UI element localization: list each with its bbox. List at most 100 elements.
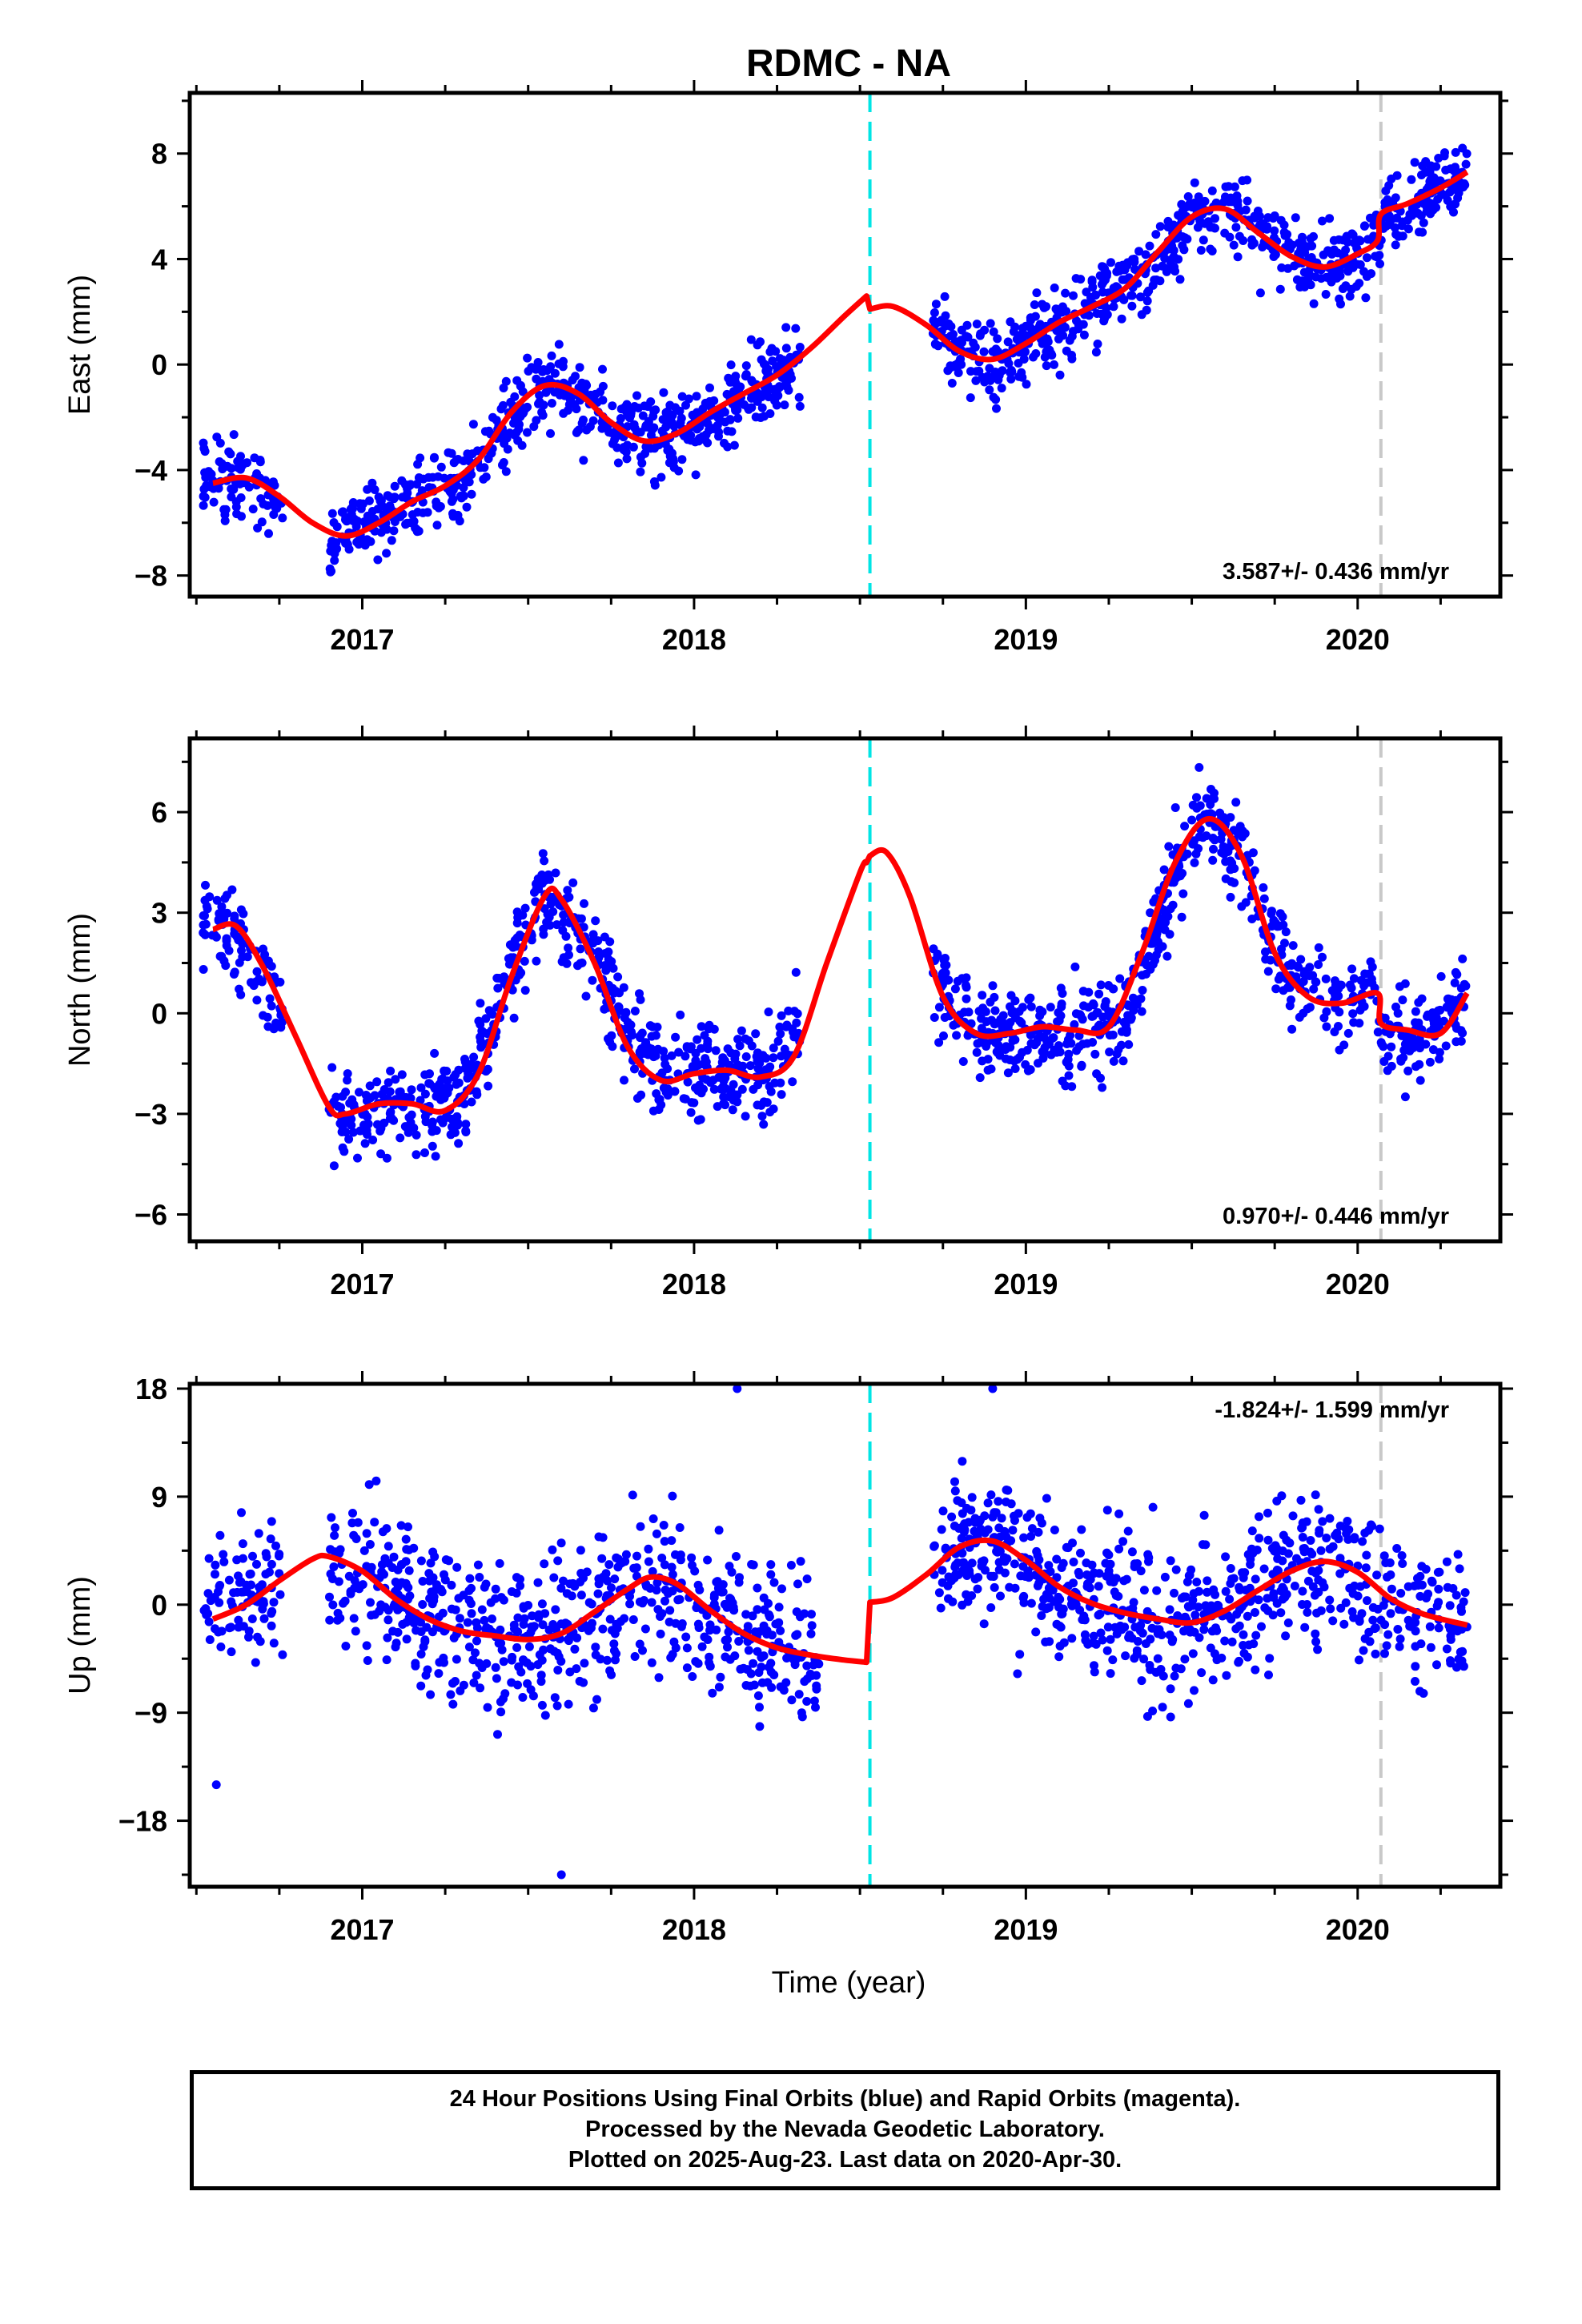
- data-point: [1309, 299, 1319, 308]
- data-point: [1316, 1606, 1326, 1615]
- data-point: [510, 412, 520, 422]
- data-point: [660, 1560, 669, 1570]
- data-point: [1220, 1636, 1230, 1646]
- data-point: [234, 1622, 243, 1632]
- data-point: [538, 1620, 548, 1630]
- data-point: [1360, 221, 1370, 231]
- data-point: [1306, 234, 1315, 243]
- data-point: [1322, 1022, 1331, 1031]
- data-point: [1111, 282, 1121, 292]
- data-point: [405, 1591, 415, 1601]
- data-point: [627, 1027, 636, 1037]
- data-point: [1075, 1010, 1085, 1019]
- data-point: [628, 1615, 638, 1624]
- data-point: [793, 1009, 802, 1019]
- data-point: [1026, 323, 1035, 332]
- data-point: [1372, 1570, 1382, 1580]
- data-point: [1226, 1564, 1235, 1573]
- data-point: [406, 1093, 416, 1103]
- data-point: [1137, 1676, 1146, 1686]
- data-point: [1455, 1564, 1464, 1574]
- frame-east: [187, 90, 1503, 599]
- data-point: [547, 351, 556, 360]
- data-point: [1306, 1536, 1315, 1545]
- data-point: [708, 1688, 717, 1698]
- data-point: [537, 879, 547, 888]
- data-point: [1110, 1622, 1120, 1632]
- data-point: [1099, 316, 1109, 326]
- data-point: [1096, 980, 1106, 990]
- data-point: [1341, 1524, 1351, 1534]
- data-point: [459, 483, 468, 493]
- data-point: [1221, 874, 1231, 883]
- frame-north: [187, 736, 1503, 1244]
- data-point: [1004, 359, 1014, 368]
- data-point: [1102, 304, 1111, 313]
- data-point: [1231, 223, 1241, 232]
- data-point: [1343, 267, 1353, 276]
- data-point: [404, 1566, 414, 1575]
- data-point: [1376, 1038, 1386, 1047]
- data-point: [1282, 231, 1291, 240]
- data-point: [387, 1563, 397, 1572]
- chart-title: RDMC - NA: [746, 42, 951, 85]
- data-point: [448, 1699, 458, 1709]
- data-point: [1345, 980, 1355, 990]
- data-point: [1277, 263, 1287, 272]
- data-point: [1253, 207, 1263, 215]
- data-point: [654, 1095, 664, 1104]
- data-point: [449, 458, 459, 468]
- data-point: [931, 300, 941, 309]
- data-point: [1381, 1558, 1391, 1567]
- data-point: [667, 418, 677, 428]
- data-point: [654, 1673, 664, 1683]
- data-point: [659, 1521, 669, 1530]
- data-point: [1138, 971, 1147, 980]
- data-point: [632, 391, 641, 400]
- data-point: [743, 404, 753, 412]
- data-point: [1411, 1062, 1420, 1072]
- data-point: [967, 1493, 977, 1502]
- data-point: [333, 1615, 343, 1625]
- data-point: [682, 1663, 692, 1673]
- data-point-outlier: [988, 1384, 998, 1393]
- data-point: [709, 396, 719, 405]
- data-point: [1385, 1029, 1395, 1039]
- data-point: [432, 497, 441, 507]
- data-point: [605, 1666, 615, 1675]
- data-point: [1325, 1514, 1335, 1523]
- data-point: [481, 1014, 491, 1023]
- data-point: [773, 1036, 783, 1046]
- data-point: [416, 1627, 426, 1636]
- data-point: [719, 1092, 729, 1102]
- data-point: [1276, 1608, 1286, 1618]
- data-point: [1373, 1027, 1383, 1037]
- data-point: [223, 908, 232, 918]
- data-point: [943, 366, 953, 376]
- data-point: [480, 463, 489, 472]
- y-tick-label: 0: [151, 348, 167, 381]
- data-point: [1127, 291, 1137, 300]
- data-point: [667, 1051, 677, 1060]
- data-point: [697, 1043, 706, 1053]
- data-point: [344, 1135, 354, 1144]
- data-point: [552, 1701, 562, 1711]
- data-point: [713, 1102, 722, 1112]
- data-point: [1275, 284, 1285, 294]
- data-point: [1239, 1630, 1248, 1639]
- data-point: [510, 392, 520, 401]
- data-point: [720, 408, 729, 417]
- data-point: [1361, 1563, 1371, 1573]
- data-point: [591, 1642, 600, 1652]
- data-point: [1263, 1535, 1273, 1545]
- data-point: [212, 432, 222, 442]
- data-point: [1456, 983, 1466, 993]
- data-point: [337, 1128, 347, 1136]
- data-point: [1433, 1006, 1443, 1015]
- data-point: [944, 975, 954, 985]
- data-point: [355, 1126, 365, 1136]
- data-point: [267, 1621, 276, 1630]
- data-point: [756, 337, 765, 347]
- data-point: [329, 1161, 339, 1171]
